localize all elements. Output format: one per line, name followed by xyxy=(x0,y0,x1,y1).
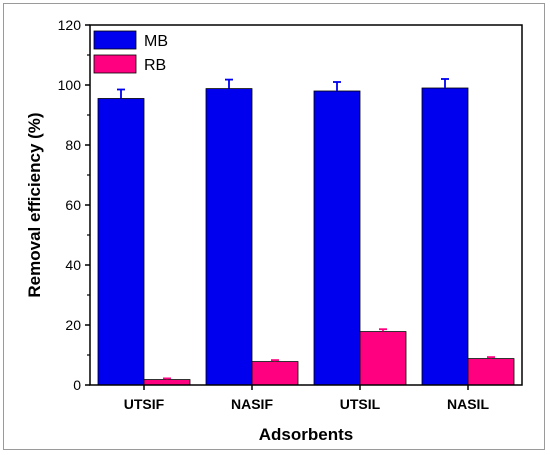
legend-label-rb: RB xyxy=(144,57,166,74)
y-tick-label-0: 0 xyxy=(73,377,81,393)
error-bar-rb-nasil xyxy=(487,356,495,359)
bar-mb-nasif xyxy=(205,88,253,386)
error-bar-mb-nasif xyxy=(225,78,233,89)
y-tick-label-20: 20 xyxy=(65,317,81,333)
bar-rb-utsif xyxy=(143,379,191,386)
legend-item-rb: RB xyxy=(93,54,166,74)
bar-rb-nasil xyxy=(467,358,515,386)
bar-rb-nasif xyxy=(251,361,299,386)
x-tick-label-nasil: NASIL xyxy=(447,396,489,412)
legend-label-mb: MB xyxy=(144,33,168,50)
error-bar-rb-nasif xyxy=(271,359,279,362)
error-bar-mb-utsif xyxy=(117,88,125,99)
legend-swatch-mb xyxy=(93,30,137,50)
y-tick-label-40: 40 xyxy=(65,257,81,273)
legend-item-mb: MB xyxy=(93,30,168,50)
bar-mb-utsil xyxy=(313,90,361,386)
x-tick-label-utsil: UTSIL xyxy=(340,396,381,412)
y-tick-label-60: 60 xyxy=(65,197,81,213)
x-tick-label-nasif: NASIF xyxy=(231,396,273,412)
legend-swatch-rb xyxy=(93,54,137,74)
y-tick-label-80: 80 xyxy=(65,137,81,153)
y-tick-label-100: 100 xyxy=(58,77,82,93)
bar-rb-utsil xyxy=(359,331,407,386)
legend: MB RB xyxy=(93,30,168,74)
error-bar-rb-utsil xyxy=(379,328,387,332)
error-bar-mb-utsil xyxy=(333,81,341,91)
bar-mb-utsif xyxy=(97,98,145,386)
x-tick-label-utsif: UTSIF xyxy=(124,396,165,412)
x-axis-title: Adsorbents xyxy=(259,425,353,444)
y-tick-label-120: 120 xyxy=(58,17,82,33)
error-bar-rb-utsif xyxy=(163,377,171,380)
y-axis-title: Removal efficiency (%) xyxy=(25,112,44,297)
error-bar-mb-nasil xyxy=(441,78,449,88)
bar-mb-nasil xyxy=(421,87,469,386)
